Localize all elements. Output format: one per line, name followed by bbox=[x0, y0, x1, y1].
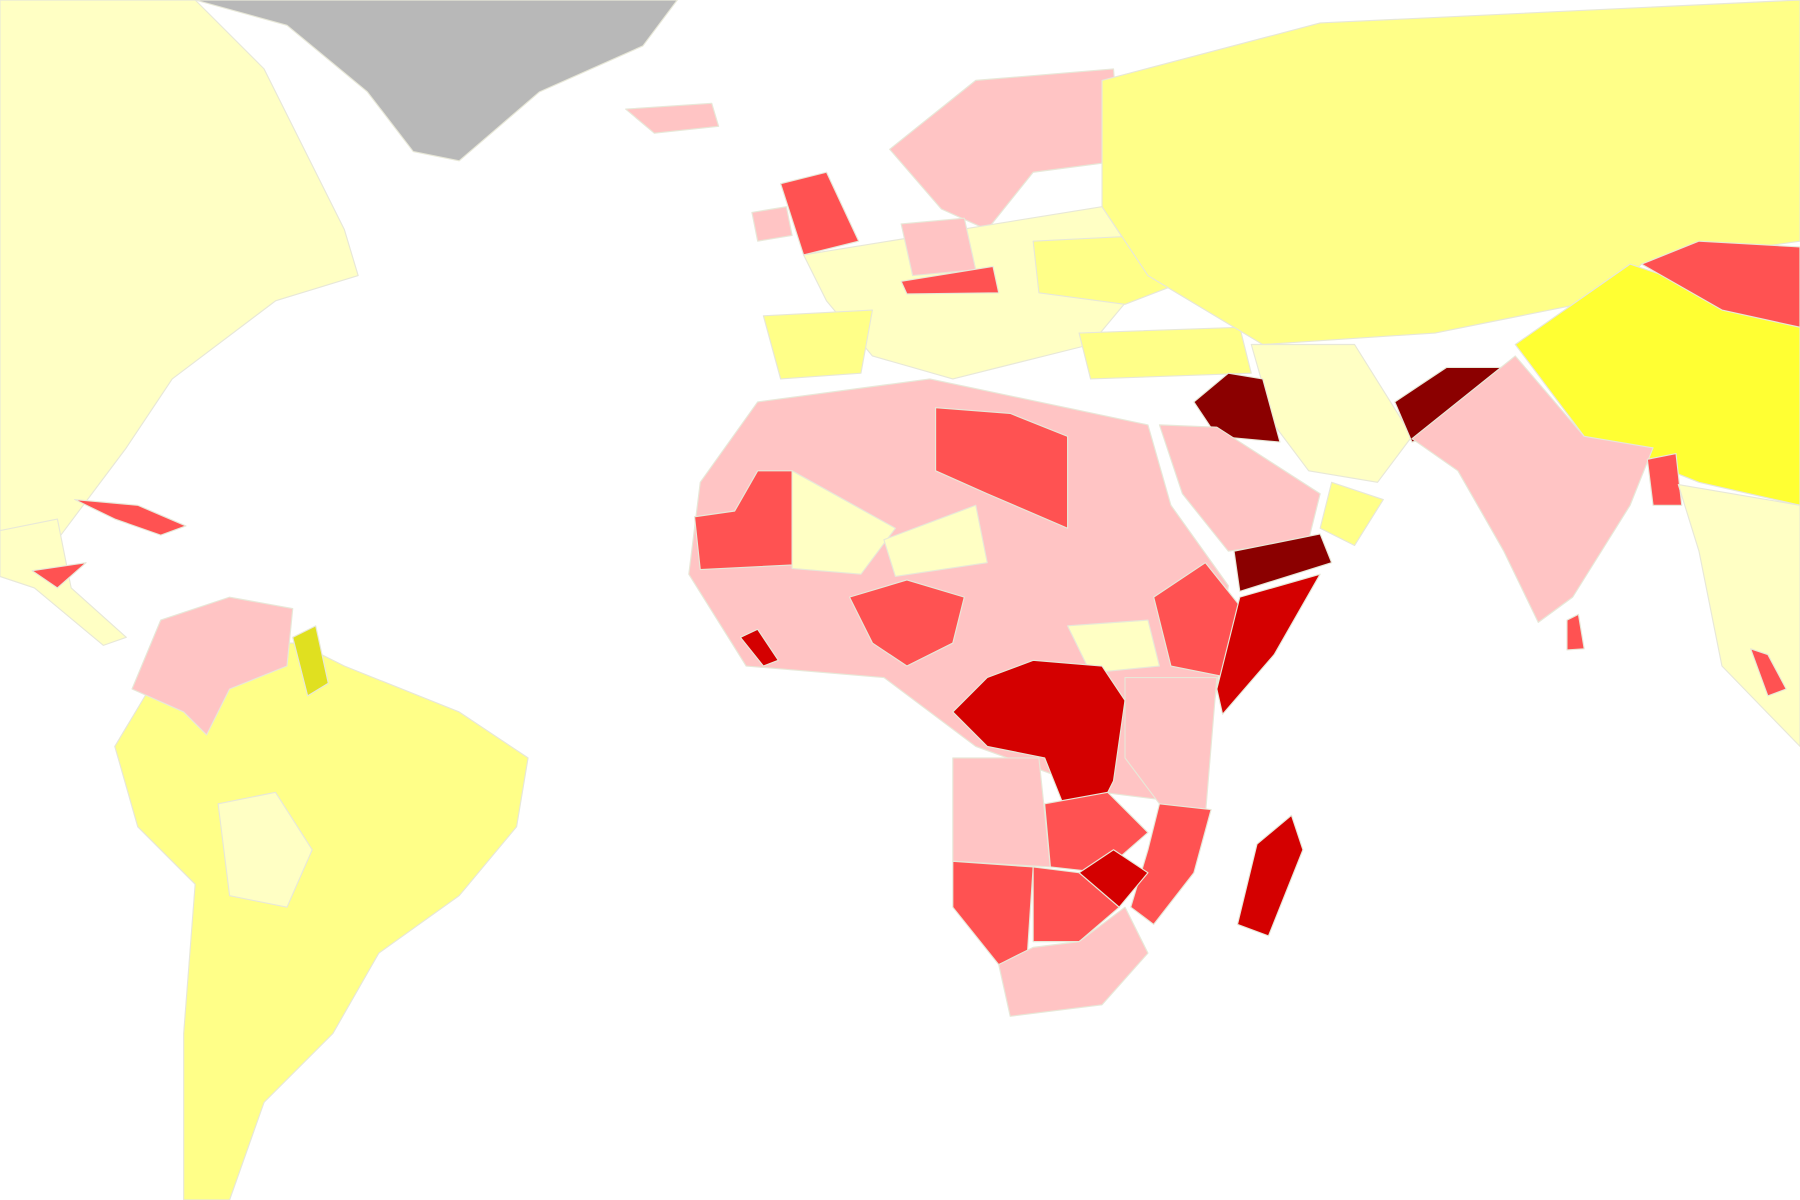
honduras bbox=[31, 562, 87, 589]
scandinavia bbox=[889, 68, 1121, 231]
mali bbox=[791, 470, 896, 575]
bangladesh bbox=[1646, 453, 1683, 506]
malaysia bbox=[1750, 648, 1787, 697]
somalia bbox=[1216, 573, 1321, 715]
zimbabwe bbox=[1078, 849, 1149, 908]
cuba bbox=[74, 498, 187, 536]
nigeria bbox=[848, 579, 965, 667]
zambia bbox=[1044, 791, 1149, 874]
south-africa bbox=[998, 906, 1149, 1017]
iceland bbox=[625, 102, 720, 134]
yemen bbox=[1233, 533, 1333, 592]
colombia-venezuela bbox=[131, 596, 294, 736]
germany bbox=[900, 217, 977, 277]
ireland bbox=[751, 206, 793, 242]
india bbox=[1411, 355, 1654, 623]
liberia bbox=[739, 628, 779, 667]
angola bbox=[952, 757, 1051, 868]
dr-congo bbox=[952, 659, 1126, 816]
madagascar bbox=[1236, 814, 1304, 937]
sri-lanka bbox=[1566, 613, 1585, 651]
turkey bbox=[1078, 326, 1252, 380]
libya bbox=[935, 407, 1069, 529]
spain bbox=[762, 309, 874, 380]
south-sudan bbox=[1067, 619, 1161, 674]
austria bbox=[900, 265, 1000, 295]
mongolia bbox=[1641, 240, 1800, 328]
oman bbox=[1319, 481, 1384, 547]
greenland bbox=[194, 0, 678, 162]
bolivia bbox=[217, 791, 313, 908]
botswana bbox=[1032, 866, 1120, 943]
mozambique bbox=[1130, 803, 1212, 925]
guyana bbox=[292, 625, 329, 697]
united-kingdom bbox=[780, 171, 860, 256]
niger bbox=[883, 504, 988, 578]
